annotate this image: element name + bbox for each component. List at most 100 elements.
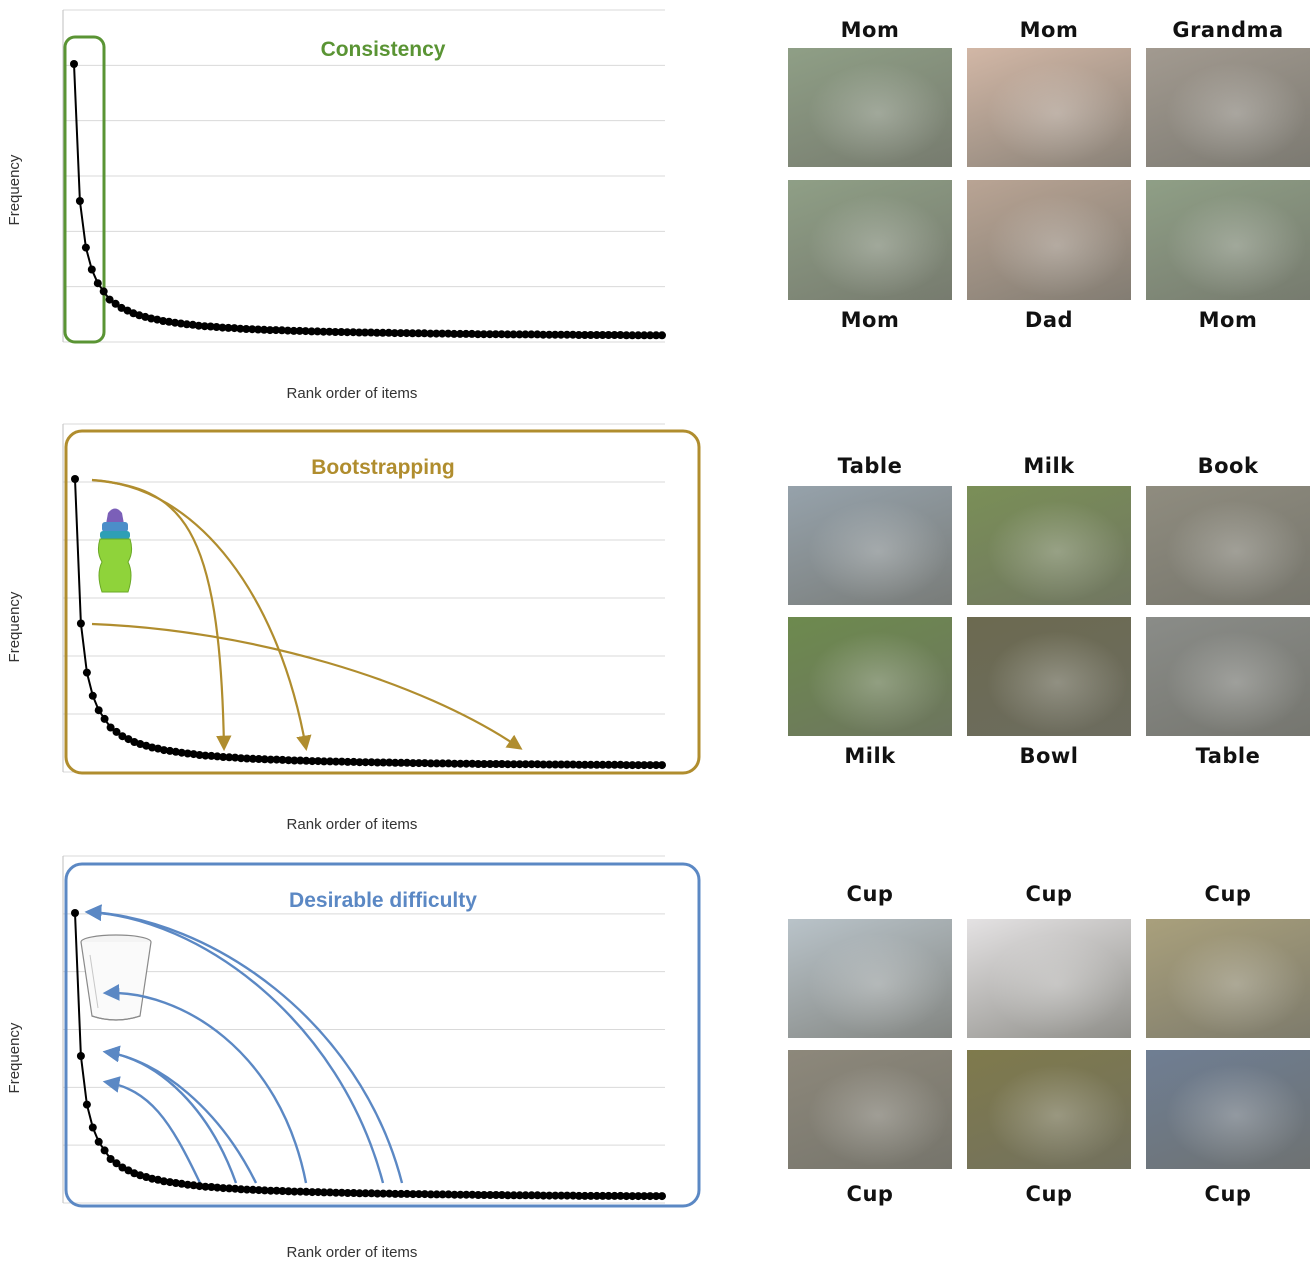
data-point: [479, 330, 488, 339]
data-point: [379, 1189, 388, 1198]
data-point: [343, 1189, 352, 1197]
data-point: [438, 1190, 447, 1199]
data-point: [337, 757, 346, 766]
data-point: [491, 330, 500, 339]
data-point: [485, 330, 494, 339]
data-point: [343, 757, 352, 766]
data-point: [646, 761, 655, 770]
y-axis-label: Frequency: [6, 591, 23, 662]
data-point: [521, 760, 530, 769]
data-point: [616, 1191, 625, 1200]
data-point: [432, 759, 441, 768]
data-point: [177, 748, 186, 757]
data-point: [628, 1192, 637, 1201]
data-point: [509, 760, 518, 769]
data-point: [557, 1191, 566, 1200]
data-point: [652, 331, 661, 340]
data-point: [420, 329, 429, 338]
data-point: [290, 1187, 299, 1196]
data-point: [396, 329, 405, 338]
data-point: [207, 751, 216, 760]
data-point: [592, 331, 601, 339]
data-point: [106, 1155, 115, 1163]
data-point: [373, 1189, 382, 1198]
series-line: [74, 478, 662, 767]
data-point: [414, 1190, 423, 1199]
data-point: [343, 328, 352, 337]
bootstrap-arrow-3: [91, 622, 523, 750]
data-point: [194, 321, 203, 330]
data-point: [355, 1189, 364, 1198]
x-axis-label: Rank order of items: [287, 385, 418, 402]
data-point: [242, 754, 251, 763]
data-point: [444, 329, 453, 338]
data-point: [183, 1180, 192, 1189]
data-point: [165, 317, 173, 326]
data-point: [136, 740, 145, 748]
sippy-cup-icon: [97, 508, 133, 593]
plastic-cup-icon: [80, 934, 152, 1021]
data-point: [409, 1190, 417, 1199]
chart-title: Bootstrapping: [311, 456, 454, 479]
data-point: [111, 299, 120, 308]
data-point: [361, 328, 369, 337]
data-point: [307, 327, 316, 336]
chart-grid: [62, 9, 665, 343]
data-point: [248, 325, 257, 334]
data-point: [640, 331, 649, 340]
data-point: [87, 265, 96, 274]
data-point: [646, 1192, 655, 1201]
data-point: [444, 1190, 453, 1199]
data-point: [486, 760, 495, 768]
data-point: [580, 1191, 589, 1200]
data-point: [361, 1189, 370, 1198]
data-point: [438, 759, 447, 768]
data-point: [320, 757, 328, 766]
data-point: [296, 1187, 305, 1196]
data-point: [277, 326, 286, 335]
data-point: [604, 760, 613, 769]
data-point: [248, 754, 257, 763]
data-point: [248, 1185, 257, 1194]
data-point: [658, 761, 666, 770]
data-point: [301, 327, 310, 336]
data-point: [230, 324, 239, 333]
data-point: [610, 760, 619, 769]
data-point: [658, 331, 666, 340]
data-point: [207, 1183, 216, 1191]
data-point: [473, 330, 482, 339]
desirable-difficulty-box: [64, 862, 701, 1208]
data-point: [100, 714, 109, 723]
consistency-chart: Consistency Frequency Rank order of item…: [6, 9, 666, 402]
difficulty-arrow-6: [84, 904, 404, 1184]
data-point: [183, 749, 192, 758]
data-point: [165, 746, 174, 755]
data-point: [136, 1171, 145, 1180]
data-point: [444, 759, 453, 768]
data-point: [397, 1189, 406, 1198]
data-point: [598, 1191, 607, 1200]
data-point: [237, 1185, 245, 1194]
data-point: [349, 757, 358, 766]
data-point: [616, 331, 625, 339]
data-point: [521, 1191, 530, 1200]
data-point: [124, 1166, 133, 1175]
data-point: [206, 322, 215, 331]
data-point: [438, 329, 447, 338]
data-point: [640, 1192, 649, 1201]
data-point: [260, 755, 269, 764]
data-point: [219, 753, 228, 761]
data-point: [106, 723, 115, 732]
data-point: [634, 761, 643, 770]
data-point: [385, 758, 394, 767]
data-point: [159, 746, 168, 755]
data-point: [176, 319, 185, 328]
data-point: [313, 327, 322, 336]
data-point: [367, 1189, 376, 1198]
consistency-highlight-box: [63, 35, 106, 344]
data-point: [474, 1191, 483, 1199]
data-point: [492, 760, 500, 768]
data-point: [652, 1192, 661, 1201]
data-point: [480, 1191, 489, 1199]
data-point: [260, 325, 269, 334]
